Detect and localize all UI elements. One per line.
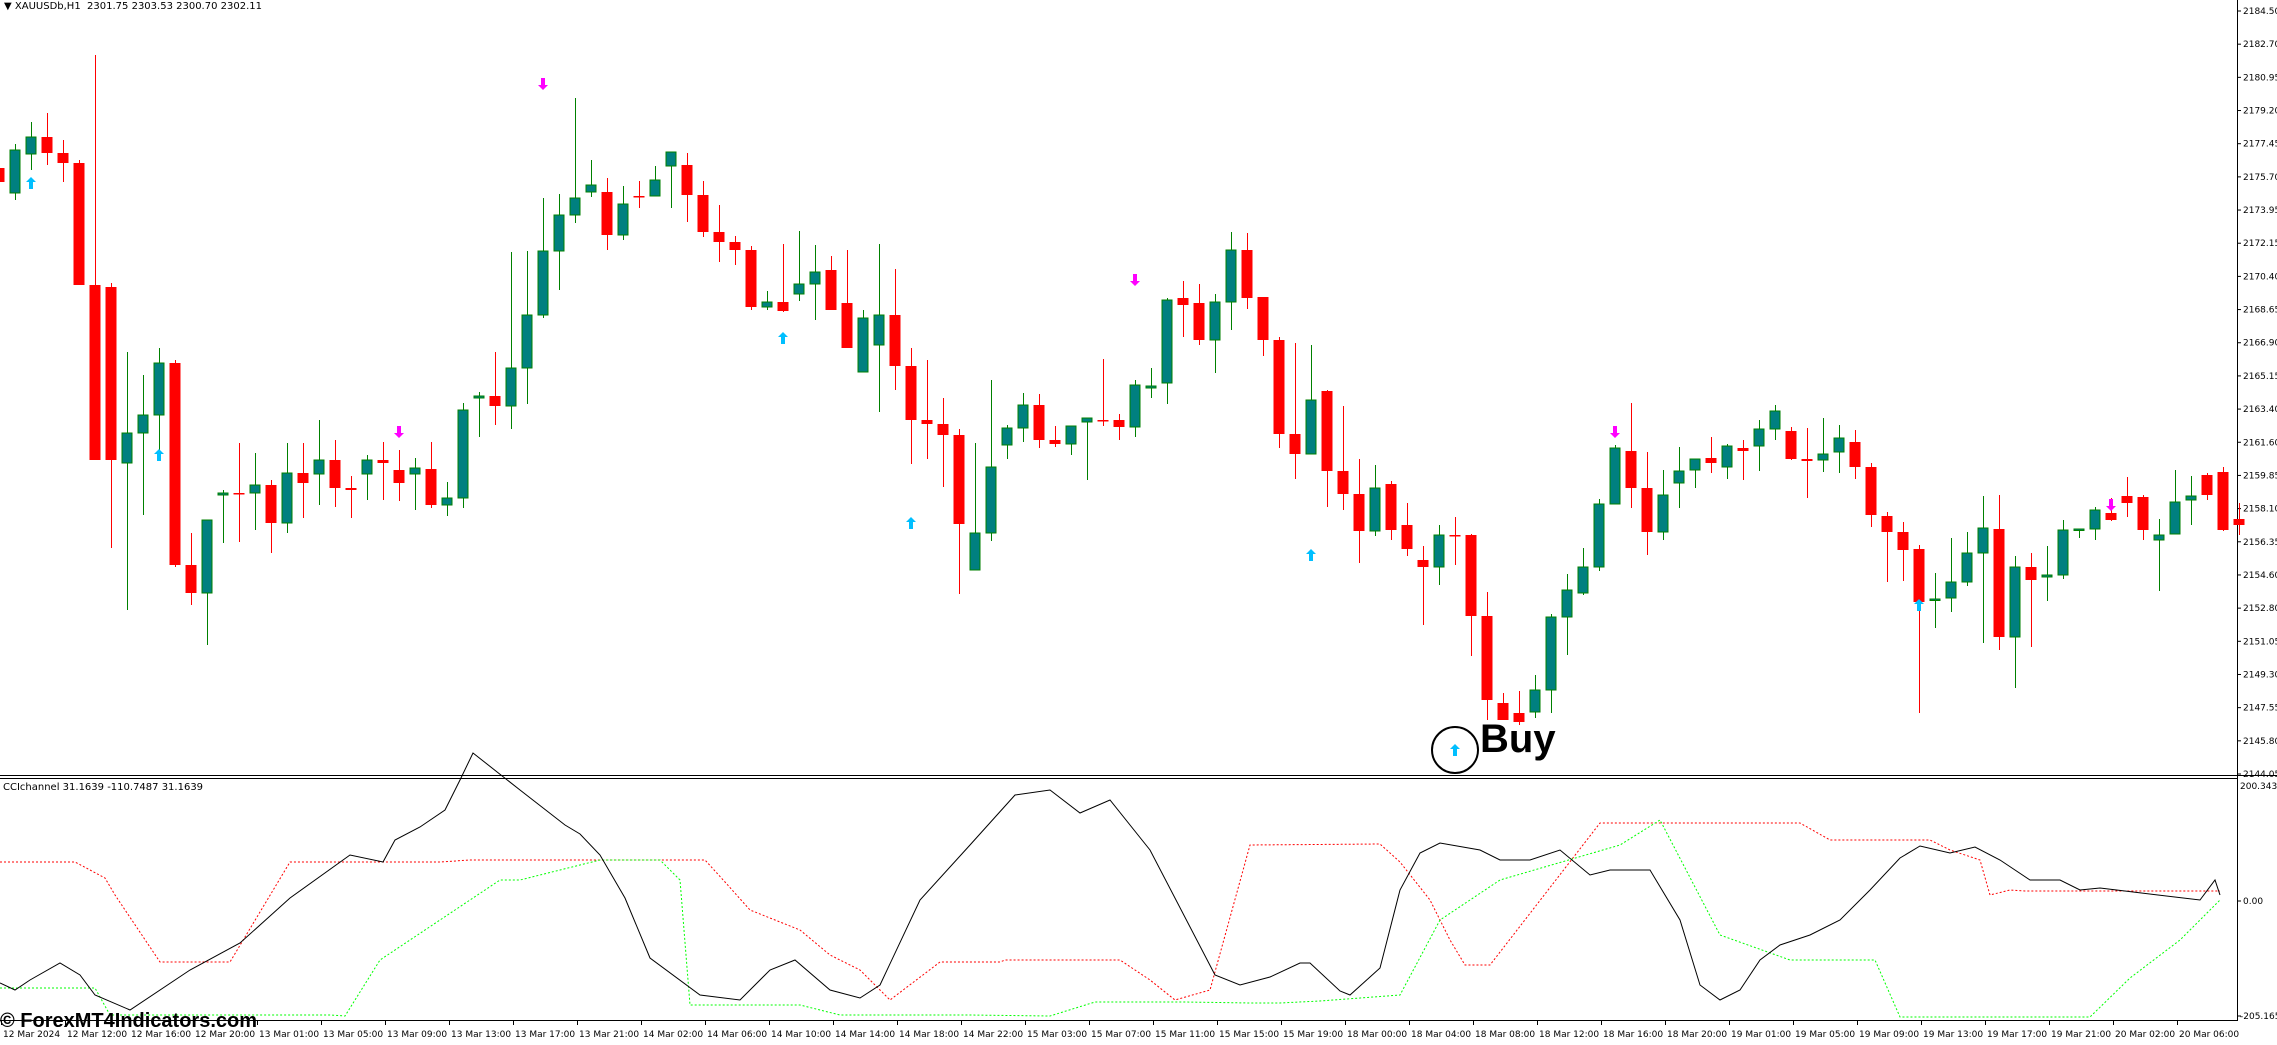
time-tick-label: 19 Mar 01:00 bbox=[1731, 1030, 1791, 1040]
price-tick-label: 2154.60 bbox=[2243, 571, 2277, 581]
buy-arrow-icon bbox=[154, 449, 164, 461]
price-tick-label: 2144.05 bbox=[2243, 770, 2277, 780]
symbol-label: XAUUSDb,H1 bbox=[14, 1, 81, 12]
price-tick-label: 2182.70 bbox=[2243, 40, 2277, 50]
price-tick-label: 2177.45 bbox=[2243, 140, 2277, 150]
price-tick-label: 2145.80 bbox=[2243, 737, 2277, 747]
buy-arrow-icon bbox=[906, 517, 916, 529]
price-tick-label: 2170.40 bbox=[2243, 272, 2277, 282]
price-tick-label: 2152.80 bbox=[2243, 604, 2277, 614]
price-tick-label: 2168.65 bbox=[2243, 306, 2277, 316]
time-tick-label: 14 Mar 18:00 bbox=[899, 1030, 959, 1040]
price-tick-label: 2166.90 bbox=[2243, 339, 2277, 349]
time-tick-label: 19 Mar 05:00 bbox=[1795, 1030, 1855, 1040]
time-tick-label: 19 Mar 21:00 bbox=[2051, 1030, 2111, 1040]
time-tick-label: 15 Mar 11:00 bbox=[1155, 1030, 1215, 1040]
axes bbox=[0, 0, 2277, 1021]
indicator-label: CCIchannel 31.1639 -110.7487 31.1639 bbox=[3, 782, 204, 793]
sell-arrow-icon bbox=[1130, 274, 1140, 286]
price-tick-label: 2147.55 bbox=[2243, 704, 2277, 714]
time-tick-label: 12 Mar 2024 bbox=[3, 1030, 60, 1040]
time-tick-label: 14 Mar 14:00 bbox=[835, 1030, 895, 1040]
sell-arrow-icon bbox=[538, 78, 548, 90]
buy-arrow-icon bbox=[778, 332, 788, 344]
price-tick-label: 2179.20 bbox=[2243, 107, 2277, 117]
time-tick-label: 18 Mar 04:00 bbox=[1411, 1030, 1471, 1040]
time-tick-label: 20 Mar 06:00 bbox=[2179, 1030, 2239, 1040]
cci-line bbox=[0, 752, 2221, 1011]
time-tick-label: 13 Mar 09:00 bbox=[387, 1030, 447, 1040]
price-tick-label: 2180.95 bbox=[2243, 73, 2277, 83]
time-tick-label: 18 Mar 08:00 bbox=[1475, 1030, 1535, 1040]
sell-arrow-icon bbox=[394, 426, 404, 438]
sell-arrow-icon bbox=[2106, 499, 2116, 511]
price-tick-label: 2165.15 bbox=[2243, 372, 2277, 382]
price-tick-label: 2159.85 bbox=[2243, 471, 2277, 481]
time-tick-label: 19 Mar 17:00 bbox=[1987, 1030, 2047, 1040]
buy-arrow-icon bbox=[1450, 744, 1460, 756]
time-tick-label: 19 Mar 13:00 bbox=[1923, 1030, 1983, 1040]
price-tick-label: 2184.50 bbox=[2243, 7, 2277, 17]
price-tick-label: 2175.70 bbox=[2243, 173, 2277, 183]
time-tick-label: 13 Mar 13:00 bbox=[451, 1030, 511, 1040]
buy-arrow-icon bbox=[26, 177, 36, 189]
time-tick-label: 13 Mar 05:00 bbox=[323, 1030, 383, 1040]
time-tick-label: 12 Mar 12:00 bbox=[67, 1030, 127, 1040]
time-tick-label: 12 Mar 20:00 bbox=[195, 1030, 255, 1040]
time-tick-label: 18 Mar 12:00 bbox=[1539, 1030, 1599, 1040]
cci-zero-label: 0.00 bbox=[2243, 897, 2263, 907]
time-tick-label: 14 Mar 10:00 bbox=[771, 1030, 831, 1040]
time-tick-label: 18 Mar 00:00 bbox=[1347, 1030, 1407, 1040]
price-tick-label: 2158.10 bbox=[2243, 505, 2277, 515]
price-tick-label: 2149.30 bbox=[2243, 670, 2277, 680]
time-tick-label: 14 Mar 06:00 bbox=[707, 1030, 767, 1040]
signal-arrows bbox=[26, 78, 2116, 756]
price-tick-label: 2161.60 bbox=[2243, 438, 2277, 448]
price-axis: 2184.50 2182.70 2180.95 2179.20 2177.45 2175.… bbox=[2237, 7, 2277, 1022]
time-tick-label: 15 Mar 07:00 bbox=[1091, 1030, 1151, 1040]
watermark: © ForexMT4Indicators.com bbox=[0, 1010, 258, 1032]
price-tick-label: 2163.40 bbox=[2243, 405, 2277, 415]
time-axis: 12 Mar 2024 12 Mar 12:00 12 Mar 16:00 12 Ma… bbox=[1, 1020, 2239, 1040]
price-tick-label: 2172.15 bbox=[2243, 239, 2277, 249]
time-tick-label: 19 Mar 09:00 bbox=[1859, 1030, 1919, 1040]
time-tick-label: 14 Mar 22:00 bbox=[963, 1030, 1023, 1040]
cci-lower-band bbox=[0, 819, 2221, 1018]
price-tick-label: 2156.35 bbox=[2243, 538, 2277, 548]
buy-annotation: Buy bbox=[1480, 717, 1556, 761]
sell-arrow-icon bbox=[1610, 426, 1620, 438]
time-tick-label: 15 Mar 03:00 bbox=[1027, 1030, 1087, 1040]
price-tick-label: 2173.95 bbox=[2243, 206, 2277, 216]
buy-arrow-icon bbox=[1306, 549, 1316, 561]
time-tick-label: 15 Mar 19:00 bbox=[1283, 1030, 1343, 1040]
cci-min-label: -205.165 bbox=[2240, 1012, 2277, 1022]
collapse-triangle-icon[interactable]: ▼ bbox=[4, 1, 12, 12]
cci-max-label: 200.3437 bbox=[2240, 782, 2277, 792]
time-tick-label: 13 Mar 01:00 bbox=[259, 1030, 319, 1040]
buy-arrow-icon bbox=[1914, 599, 1924, 611]
time-tick-label: 14 Mar 02:00 bbox=[643, 1030, 703, 1040]
price-tick-label: 2151.05 bbox=[2243, 637, 2277, 647]
time-tick-label: 13 Mar 21:00 bbox=[579, 1030, 639, 1040]
time-tick-label: 18 Mar 16:00 bbox=[1603, 1030, 1663, 1040]
cci-upper-band bbox=[0, 822, 2220, 1001]
time-tick-label: 15 Mar 15:00 bbox=[1219, 1030, 1279, 1040]
time-tick-label: 20 Mar 02:00 bbox=[2115, 1030, 2175, 1040]
time-tick-label: 18 Mar 20:00 bbox=[1667, 1030, 1727, 1040]
time-tick-label: 12 Mar 16:00 bbox=[131, 1030, 191, 1040]
buy-highlight-circle bbox=[1431, 726, 1479, 774]
ohlc-values: 2301.75 2303.53 2300.70 2302.11 bbox=[87, 1, 262, 12]
candlestick-series bbox=[0, 55, 2245, 725]
chart-title: ▼ XAUUSDb,H1 2301.75 2303.53 2300.70 230… bbox=[4, 1, 262, 12]
cci-panel bbox=[0, 752, 2221, 1018]
time-tick-label: 13 Mar 17:00 bbox=[515, 1030, 575, 1040]
